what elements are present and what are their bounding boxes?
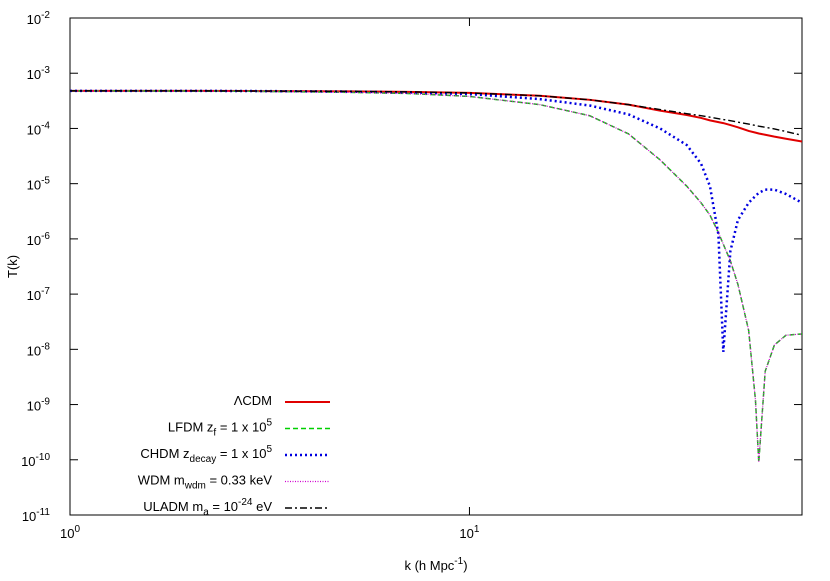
- text-part: 5: [266, 444, 272, 455]
- tick-exponent: -11: [36, 507, 50, 518]
- text-part: = 10: [209, 499, 238, 514]
- tick-base: 10: [27, 233, 41, 248]
- tick-exponent: -6: [41, 231, 50, 242]
- text-part: eV: [252, 499, 272, 514]
- tick-base: 10: [21, 454, 35, 469]
- text-part: = 0.33 keV: [206, 473, 272, 488]
- legend-label: ULADM ma = 10-24 eV: [143, 497, 272, 518]
- y-tick-label: 10-8: [27, 341, 51, 359]
- text-part: -1: [454, 556, 463, 567]
- text-part: wdm: [184, 480, 206, 491]
- tick-base: 10: [27, 123, 41, 138]
- y-tick-label: 10-7: [27, 286, 51, 304]
- plot-frame: [69, 17, 803, 516]
- tick-base: 10: [27, 289, 41, 304]
- tick-exponent: -10: [36, 451, 51, 462]
- x-axis-label: k (h Mpc-1): [404, 556, 467, 574]
- tick-base: 10: [22, 509, 36, 524]
- text-part: ΛCDM: [234, 393, 272, 408]
- text-part: a: [203, 507, 209, 518]
- text-part: ULADM m: [143, 499, 203, 514]
- text-part: CHDM z: [140, 446, 189, 461]
- y-tick-label: 10-6: [27, 231, 51, 249]
- tick-exponent: -3: [41, 65, 50, 76]
- y-tick-label: 10-9: [27, 396, 51, 414]
- text-part: decay: [190, 454, 217, 465]
- y-tick-label: 10-3: [27, 65, 51, 83]
- series-line: [70, 89, 802, 143]
- y-axis-label: T(k): [5, 255, 20, 278]
- text-part: = 1 x 10: [216, 446, 266, 461]
- tick-base: 10: [60, 526, 74, 541]
- text-part: T(k): [5, 255, 20, 278]
- tick-exponent: -2: [41, 10, 50, 21]
- tick-base: 10: [27, 399, 41, 414]
- tick-base: 10: [27, 344, 41, 359]
- y-tick-label: 10-5: [27, 175, 51, 193]
- tick-base: 10: [27, 12, 41, 27]
- text-part: -24: [238, 497, 253, 508]
- legend-label: WDM mwdm = 0.33 keV: [138, 473, 273, 491]
- text-part: LFDM z: [168, 420, 214, 435]
- tick-exponent: -4: [41, 120, 50, 131]
- tick-exponent: 1: [474, 524, 480, 535]
- text-part: = 1 x 10: [216, 420, 266, 435]
- text-part: WDM m: [138, 473, 185, 488]
- series-line: [70, 90, 802, 463]
- series-line: [70, 90, 802, 137]
- tick-exponent: -7: [41, 286, 50, 297]
- tick-base: 10: [27, 68, 41, 83]
- tick-exponent: -5: [41, 175, 50, 186]
- legend-label: CHDM zdecay = 1 x 105: [140, 444, 272, 465]
- x-tick-label: 100: [60, 524, 80, 542]
- legend-label: ΛCDM: [234, 393, 272, 408]
- x-tick-label: 101: [459, 524, 479, 542]
- legend-label: LFDM zf = 1 x 105: [168, 417, 273, 438]
- series-line: [70, 90, 802, 463]
- y-tick-label: 10-4: [27, 120, 51, 138]
- y-tick-label: 10-10: [21, 451, 50, 469]
- tick-exponent: 0: [74, 524, 80, 535]
- series-line: [70, 89, 802, 352]
- text-part: ): [463, 558, 467, 573]
- text-part: 5: [266, 417, 272, 428]
- tick-exponent: -8: [41, 341, 50, 352]
- tick-base: 10: [459, 526, 473, 541]
- tick-exponent: -9: [41, 396, 50, 407]
- y-tick-label: 10-11: [22, 507, 51, 525]
- tick-base: 10: [27, 178, 41, 193]
- y-tick-label: 10-2: [27, 10, 51, 28]
- text-part: f: [213, 427, 216, 438]
- text-part: k (h Mpc: [404, 558, 454, 573]
